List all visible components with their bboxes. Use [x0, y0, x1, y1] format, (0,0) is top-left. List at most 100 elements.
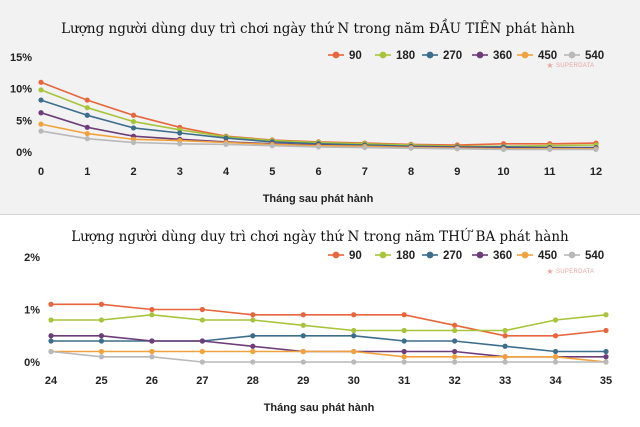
series-point-270 — [38, 97, 44, 103]
series-point-360 — [48, 333, 54, 339]
legend-label-180: 180 — [396, 250, 415, 262]
series-point-180 — [401, 327, 407, 334]
series-point-270 — [84, 112, 90, 118]
series-point-360 — [199, 338, 205, 344]
x-tick-label: 8 — [408, 166, 414, 178]
panel-2-title: Lượng người dùng duy trì chơi ngày thứ N… — [71, 228, 569, 245]
series-point-270 — [401, 338, 407, 344]
x-tick-label: 9 — [454, 166, 460, 178]
legend-swatch-dot-180 — [379, 51, 387, 59]
series-point-180 — [552, 317, 559, 323]
series-point-540 — [177, 141, 183, 147]
legend-swatch-dot-360 — [476, 51, 484, 59]
series-point-180 — [48, 317, 54, 323]
x-tick-label: 31 — [398, 375, 410, 387]
series-point-540 — [502, 359, 508, 365]
series-point-270 — [452, 338, 458, 344]
y-tick-label: 15% — [10, 52, 32, 64]
y-tick-label: 0% — [16, 147, 32, 159]
x-tick-label: 1 — [84, 166, 90, 178]
series-point-90 — [130, 112, 137, 118]
series-point-540 — [500, 146, 507, 153]
series-point-360 — [98, 333, 105, 339]
x-tick-label: 11 — [544, 166, 556, 178]
series-point-180 — [502, 327, 508, 334]
series-point-270 — [502, 343, 508, 349]
legend-swatch-dot-540 — [568, 251, 576, 259]
panel-1-x-axis-label: Tháng sau phát hành — [263, 193, 374, 205]
panel-2-watermark: SUPERDATA — [556, 269, 594, 275]
series-point-540 — [452, 359, 458, 365]
series-line-450 — [51, 350, 607, 363]
series-point-90 — [199, 306, 205, 313]
x-tick-label: 34 — [549, 375, 562, 387]
series-point-270 — [351, 333, 357, 339]
legend-label-450: 450 — [538, 250, 557, 262]
series-point-540 — [315, 144, 322, 150]
series-point-270 — [250, 333, 256, 339]
series-point-90 — [48, 301, 54, 307]
series-point-90 — [401, 312, 407, 318]
y-tick-label: 0% — [24, 357, 40, 369]
series-point-540 — [130, 139, 137, 146]
series-point-450 — [149, 348, 155, 355]
x-tick-label: 2 — [130, 166, 136, 178]
series-point-90 — [603, 327, 609, 334]
x-tick-label: 26 — [146, 375, 158, 387]
legend-label-360: 360 — [493, 50, 512, 62]
panel-1-watermark-star-icon: ★ — [546, 61, 553, 70]
panel-1-watermark: SUPERDATA — [556, 63, 594, 69]
x-tick-label: 25 — [95, 375, 107, 387]
series-point-90 — [38, 79, 44, 85]
series-point-270 — [603, 348, 609, 355]
legend-label-540: 540 — [585, 250, 604, 262]
series-point-450 — [250, 348, 256, 355]
series-point-360 — [401, 348, 407, 355]
x-tick-label: 0 — [38, 166, 44, 178]
x-tick-label: 7 — [362, 166, 368, 178]
x-tick-label: 3 — [177, 166, 183, 178]
series-point-180 — [130, 119, 137, 125]
x-tick-label: 12 — [590, 166, 602, 178]
series-point-540 — [98, 354, 105, 360]
x-tick-label: 6 — [315, 166, 321, 178]
x-tick-label: 29 — [297, 375, 309, 387]
legend-swatch-dot-540 — [568, 51, 576, 59]
legend-label-180: 180 — [396, 50, 415, 62]
series-point-90 — [300, 312, 306, 318]
series-point-270 — [552, 348, 559, 355]
series-point-540 — [408, 145, 414, 151]
series-point-360 — [250, 343, 256, 349]
series-point-90 — [84, 97, 90, 103]
series-point-540 — [223, 141, 229, 147]
series-line-90 — [51, 303, 607, 337]
series-point-540 — [38, 128, 44, 134]
series-line-540 — [50, 350, 606, 363]
series-point-450 — [552, 354, 559, 360]
legend-label-90: 90 — [349, 250, 362, 262]
series-point-90 — [552, 333, 559, 339]
x-tick-label: 28 — [247, 375, 259, 387]
series-point-270 — [223, 135, 229, 141]
x-tick-label: 27 — [196, 375, 208, 387]
series-point-90 — [351, 312, 357, 318]
series-point-90 — [98, 301, 105, 307]
series-point-180 — [603, 312, 609, 318]
series-point-540 — [593, 146, 599, 153]
series-point-450 — [38, 121, 44, 127]
series-point-90 — [502, 333, 508, 339]
series-point-270 — [130, 125, 137, 131]
x-tick-label: 10 — [497, 166, 509, 178]
legend-label-540: 540 — [585, 50, 604, 62]
series-point-540 — [362, 144, 368, 151]
y-tick-label: 5% — [16, 115, 32, 127]
series-point-540 — [547, 146, 553, 153]
series-line-270 — [51, 334, 606, 353]
x-tick-label: 30 — [348, 375, 360, 387]
series-point-180 — [38, 87, 44, 93]
series-point-360 — [84, 124, 90, 130]
series-point-540 — [300, 359, 306, 365]
x-tick-label: 35 — [600, 375, 612, 387]
